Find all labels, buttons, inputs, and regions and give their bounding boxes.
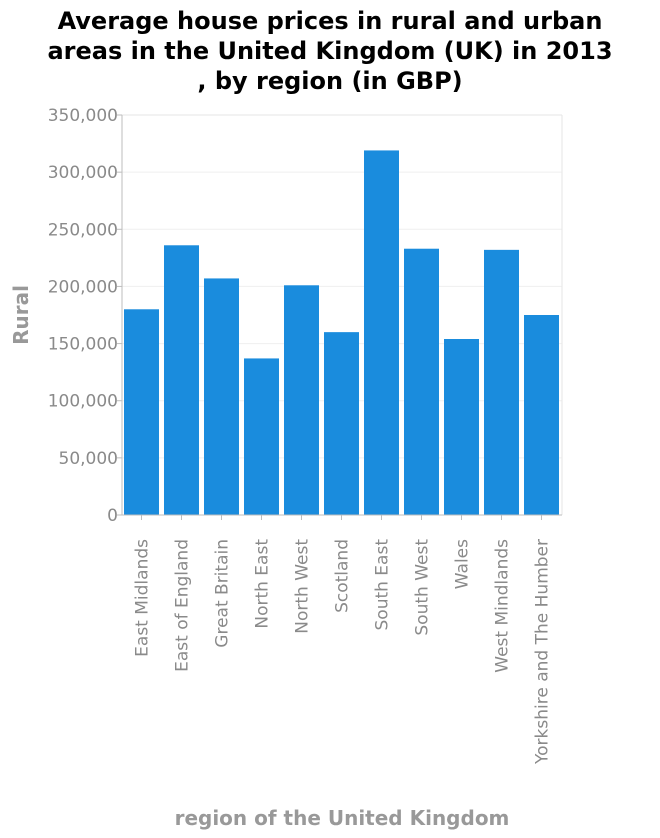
y-tick-label: 300,000: [48, 163, 118, 183]
bar: [484, 249, 519, 515]
bar: [164, 245, 199, 516]
x-tick-label: North East: [253, 539, 273, 629]
bar: [364, 150, 399, 515]
chart-title: Average house prices in rural and urban …: [0, 6, 660, 96]
bar: [204, 278, 239, 515]
y-tick-label: 350,000: [48, 106, 118, 126]
bar: [284, 285, 319, 515]
x-tick-label: South East: [373, 539, 393, 631]
bar: [444, 339, 479, 515]
x-tick-label: Yorkshire and The Humber: [533, 539, 553, 765]
y-tick-labels: 0 50,000 100,000 150,000 200,000 250,000 300,0…: [48, 106, 118, 526]
chart-title-line-3: , by region (in GBP): [197, 67, 463, 95]
chart-title-line-1: Average house prices in rural and urban: [57, 7, 603, 35]
x-axis-title: region of the United Kingdom: [175, 806, 510, 830]
x-tick-label: North West: [293, 539, 313, 634]
x-tick-label: Great Britain: [213, 539, 233, 648]
x-tick-label: East of England: [173, 539, 193, 672]
bar: [524, 315, 559, 515]
bars: [124, 150, 559, 516]
y-tick-label: 100,000: [48, 392, 118, 412]
x-tick-label: South West: [413, 539, 433, 636]
bar: [124, 309, 159, 515]
x-tick-label: West Mindlands: [493, 539, 513, 673]
axes: [117, 114, 563, 520]
x-tick-label: Scotland: [333, 539, 353, 613]
x-tick-labels: East Midlands East of England Great Britai…: [133, 539, 553, 765]
x-tick-label: Wales: [453, 539, 473, 589]
bar: [324, 332, 359, 515]
y-tick-label: 250,000: [48, 220, 118, 240]
x-tick-label: East Midlands: [133, 539, 153, 657]
y-tick-label: 50,000: [59, 449, 118, 469]
y-tick-label: 0: [107, 506, 118, 526]
y-tick-label: 150,000: [48, 335, 118, 355]
y-axis-title: Rural: [9, 285, 33, 345]
y-tick-label: 200,000: [48, 277, 118, 297]
chart-title-line-2: areas in the United Kingdom (UK) in 2013: [47, 37, 613, 65]
bar: [244, 358, 279, 515]
bar: [404, 248, 439, 515]
